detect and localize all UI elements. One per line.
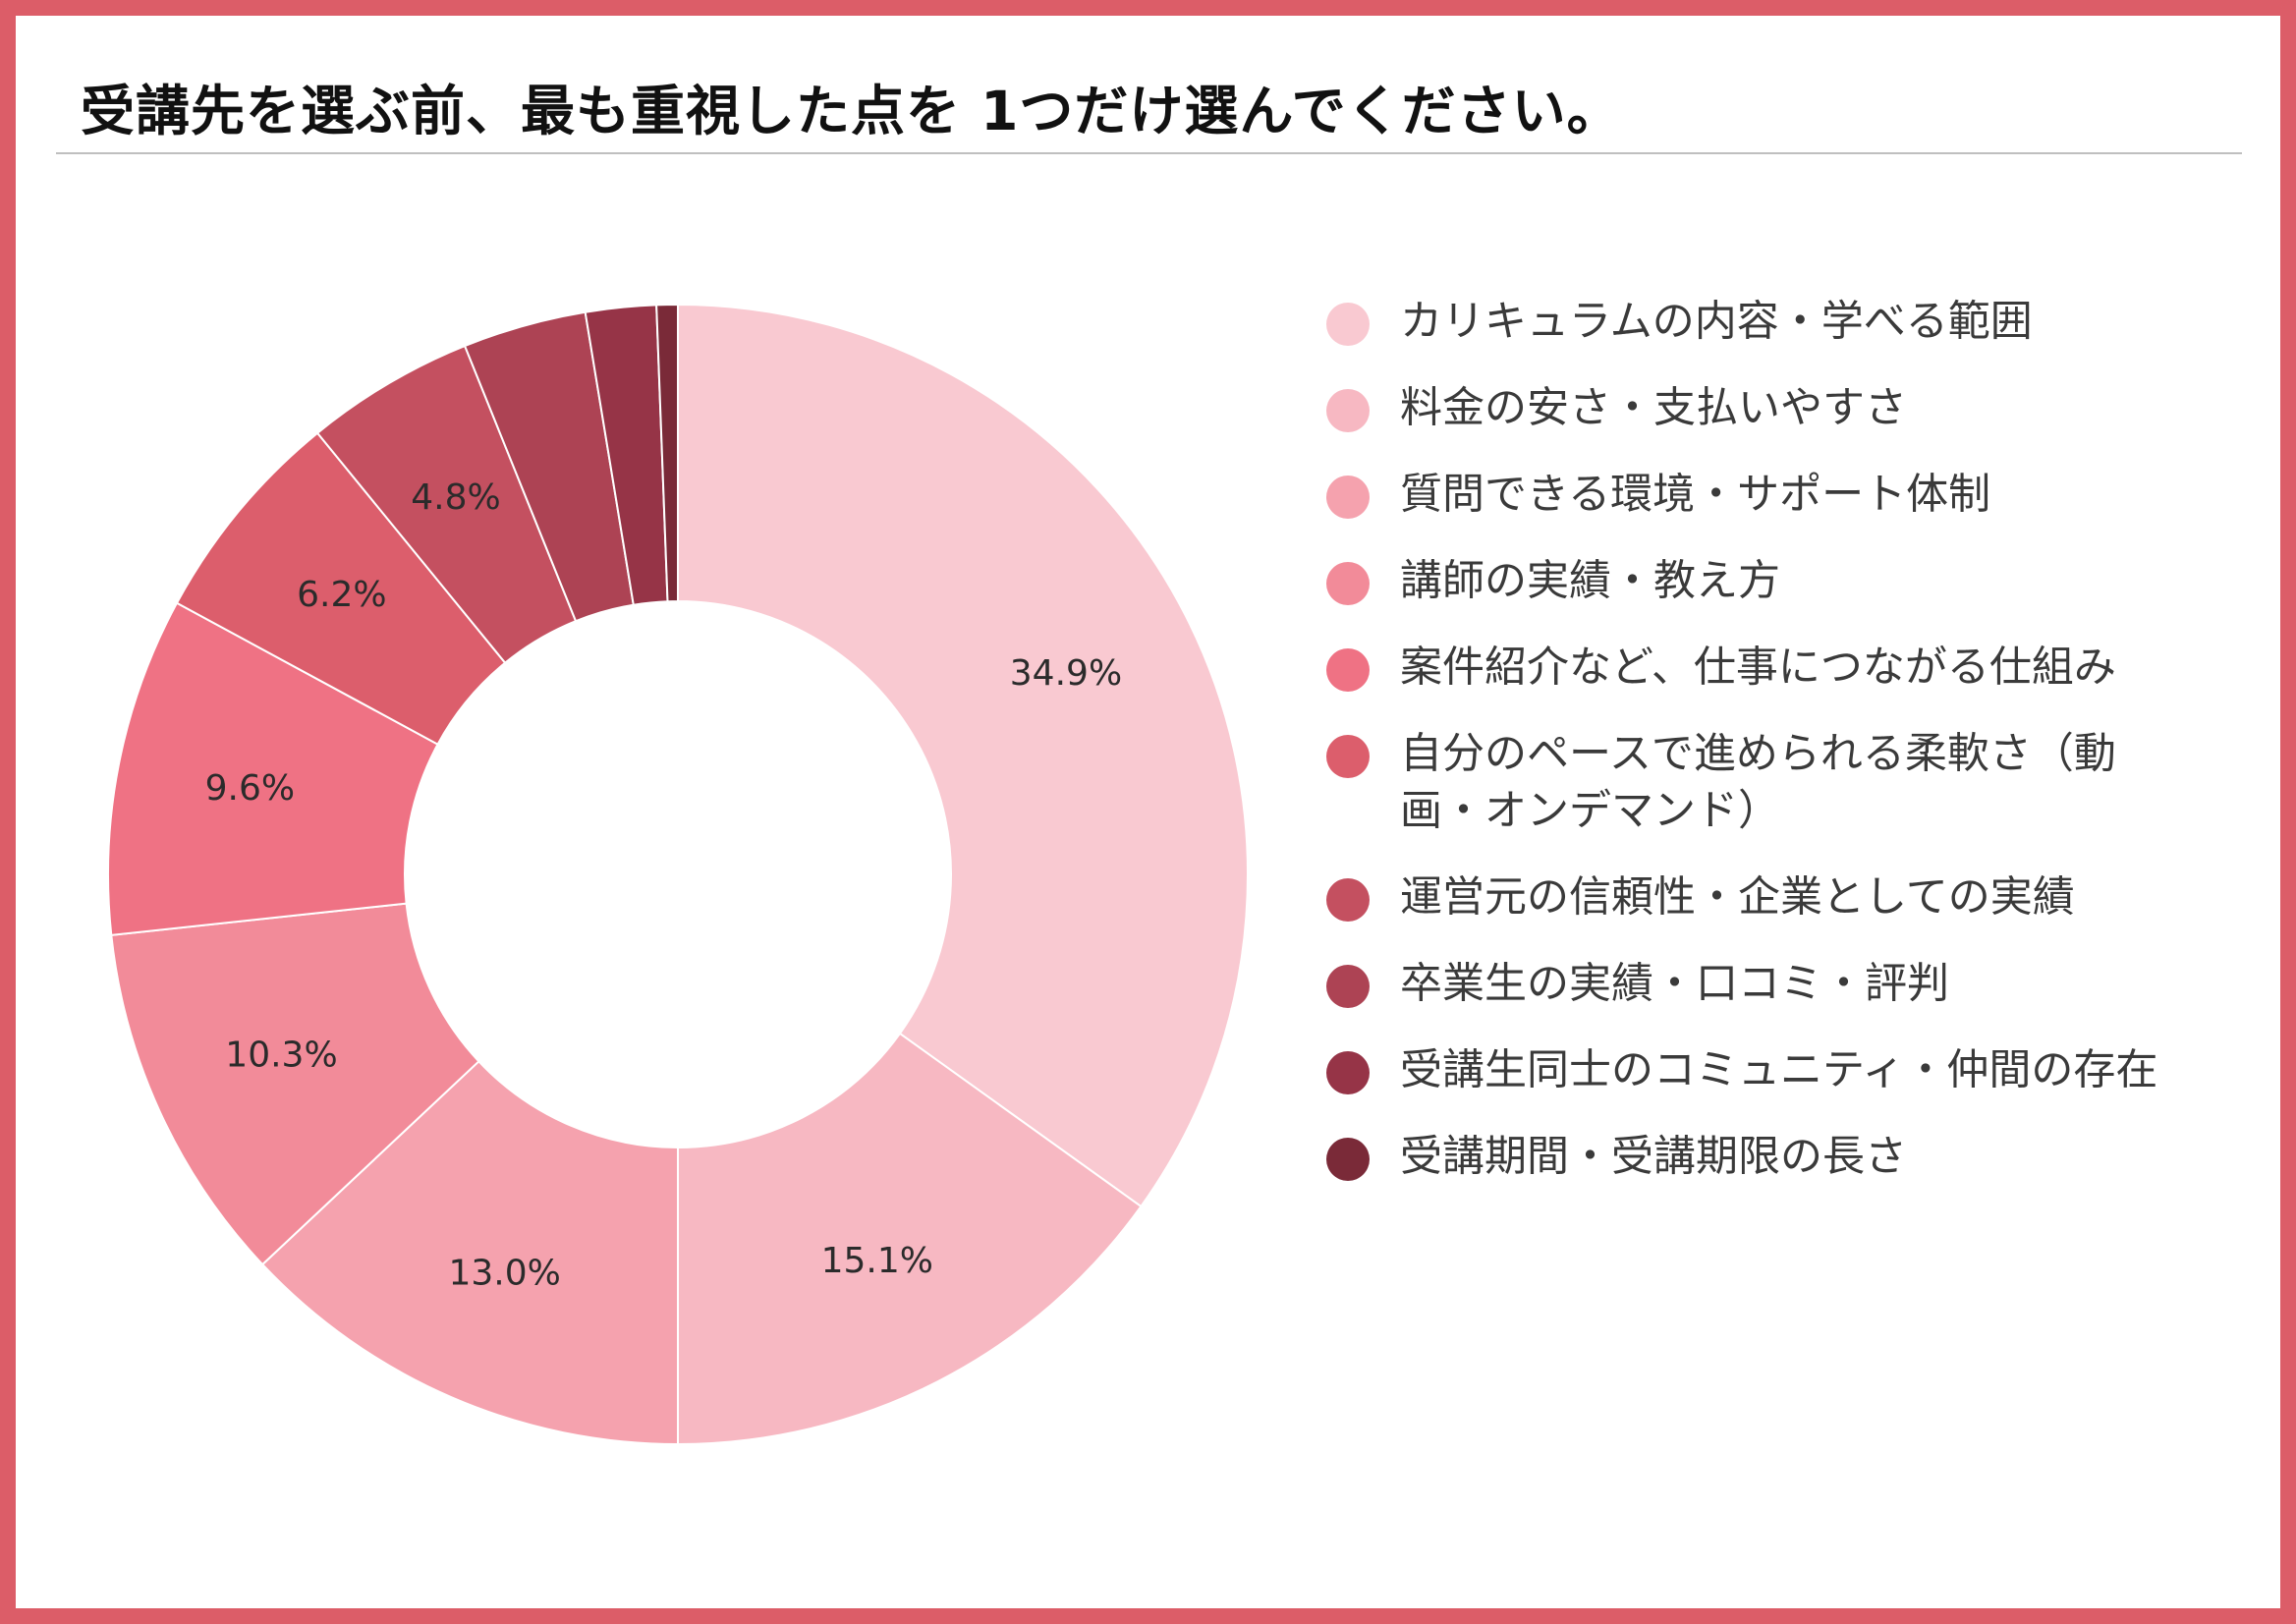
slice-data-label: 10.3% [225, 1035, 337, 1075]
donut-slice [677, 303, 1249, 1208]
donut-slice [677, 1032, 1143, 1446]
legend-swatch [1326, 303, 1370, 346]
legend-label: 料金の安さ・支払いやすさ [1400, 384, 1907, 433]
legend-label: 質問できる環境・サポート体制 [1400, 471, 1990, 520]
legend-swatch [1326, 735, 1370, 778]
slice-data-label: 15.1% [821, 1241, 933, 1281]
chart-title: 受講先を選ぶ前、最も重視した点を 1つだけ選んでください。 [81, 80, 1622, 142]
legend-label: 講師の実績・教え方 [1400, 557, 1780, 606]
legend-label: 画・オンデマンド） [1400, 787, 1780, 836]
slice-data-label: 34.9% [1010, 653, 1122, 694]
legend-label: カリキュラムの内容・学べる範囲 [1400, 298, 2033, 347]
slice-labels: 34.9% 15.1% 13.0% 10.3% 9.6% 6.2% 4.8% [205, 477, 1122, 1294]
legend-swatch [1326, 389, 1370, 432]
legend-label: 卒業生の実績・口コミ・評判 [1400, 960, 1949, 1009]
donut-slice [260, 1059, 679, 1446]
legend-swatch [1326, 878, 1370, 922]
legend-label: 自分のペースで進められる柔軟さ（動 [1400, 730, 2116, 779]
donut-slices [107, 303, 1249, 1446]
slice-data-label: 9.6% [205, 768, 295, 809]
donut-slice [655, 303, 679, 603]
title-divider [56, 152, 2242, 154]
legend-label: 運営元の信頼性・企業としての実績 [1400, 873, 2075, 923]
donut-slice [107, 601, 439, 936]
legend-label: 案件紹介など、仕事につながる仕組み [1400, 644, 2116, 693]
legend-swatch [1326, 562, 1370, 605]
legend: カリキュラムの内容・学べる範囲料金の安さ・支払いやすさ質問できる環境・サポート体… [1326, 298, 2157, 1182]
legend-label: 受講生同士のコミュニティ・仲間の存在 [1400, 1046, 2157, 1095]
legend-swatch [1326, 476, 1370, 519]
slice-data-label: 13.0% [448, 1253, 560, 1293]
donut-slice [110, 902, 480, 1266]
slice-data-label: 4.8% [411, 477, 500, 518]
slice-data-label: 6.2% [297, 575, 386, 615]
legend-swatch [1326, 1138, 1370, 1181]
legend-label: 受講期間・受講期限の長さ [1400, 1133, 1907, 1182]
legend-swatch [1326, 1051, 1370, 1094]
legend-swatch [1326, 965, 1370, 1008]
legend-swatch [1326, 648, 1370, 692]
